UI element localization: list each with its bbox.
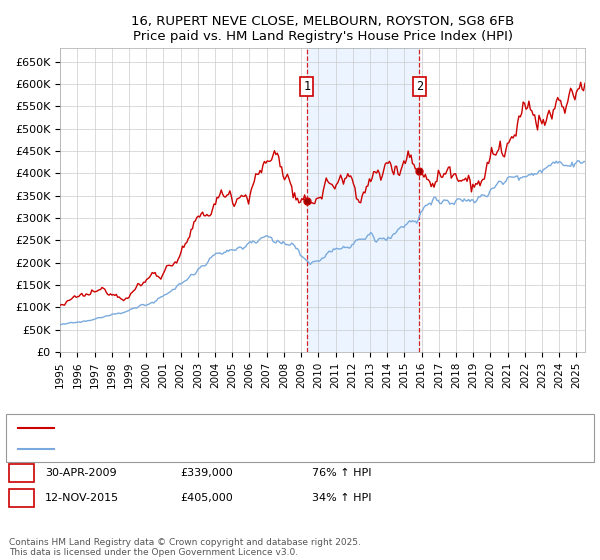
Text: 1: 1 bbox=[303, 80, 310, 93]
Bar bbox=[307, 48, 419, 352]
Text: 16, RUPERT NEVE CLOSE, MELBOURN, ROYSTON, SG8 6FB (semi-detached house): 16, RUPERT NEVE CLOSE, MELBOURN, ROYSTON… bbox=[60, 423, 485, 433]
Text: 76% ↑ HPI: 76% ↑ HPI bbox=[312, 468, 371, 478]
Text: 2: 2 bbox=[18, 492, 25, 505]
Text: Contains HM Land Registry data © Crown copyright and database right 2025.
This d: Contains HM Land Registry data © Crown c… bbox=[9, 538, 361, 557]
Text: 30-APR-2009: 30-APR-2009 bbox=[45, 468, 116, 478]
Text: HPI: Average price, semi-detached house, South Cambridgeshire: HPI: Average price, semi-detached house,… bbox=[60, 444, 398, 454]
Title: 16, RUPERT NEVE CLOSE, MELBOURN, ROYSTON, SG8 6FB
Price paid vs. HM Land Registr: 16, RUPERT NEVE CLOSE, MELBOURN, ROYSTON… bbox=[131, 15, 514, 43]
Text: £339,000: £339,000 bbox=[180, 468, 233, 478]
Text: £405,000: £405,000 bbox=[180, 493, 233, 503]
Text: 2: 2 bbox=[416, 80, 423, 93]
Text: 1: 1 bbox=[18, 466, 25, 480]
Text: 34% ↑ HPI: 34% ↑ HPI bbox=[312, 493, 371, 503]
Text: 12-NOV-2015: 12-NOV-2015 bbox=[45, 493, 119, 503]
